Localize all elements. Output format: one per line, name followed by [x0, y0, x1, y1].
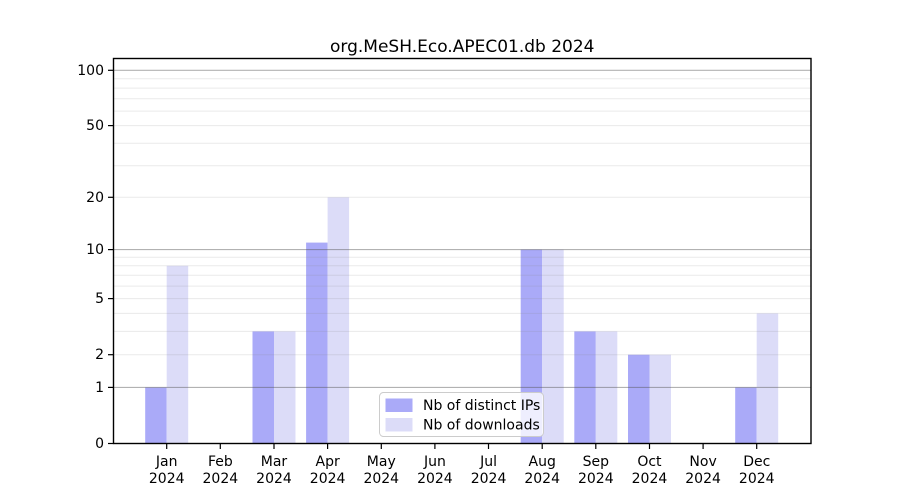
bar-distinct-ips-apr [306, 242, 328, 444]
x-tick-label-year-nov: 2024 [685, 471, 721, 487]
bar-distinct-ips-sep [574, 331, 596, 444]
x-tick-label-month-sep: Sep [583, 454, 610, 470]
x-tick-label-month-jan: Jan [155, 454, 178, 470]
legend-label-distinct-ips: Nb of distinct IPs [423, 398, 540, 414]
x-tick-label-year-may: 2024 [363, 471, 399, 487]
x-tick-label-month-jun: Jun [423, 454, 446, 470]
y-tick-label-1: 1 [95, 380, 104, 396]
x-tick-label-month-dec: Dec [743, 454, 770, 470]
x-tick-label-month-oct: Oct [637, 454, 662, 470]
x-tick-label-year-jun: 2024 [417, 471, 453, 487]
y-tick-label-5: 5 [95, 291, 104, 307]
bar-downloads-dec [756, 313, 779, 444]
x-tick-label-year-oct: 2024 [632, 471, 668, 487]
y-tick-label-0: 0 [95, 436, 104, 452]
x-tick-label-month-mar: Mar [261, 454, 288, 470]
legend: Nb of distinct IPs Nb of downloads [379, 392, 544, 437]
x-tick-label-year-jan: 2024 [149, 471, 185, 487]
x-tick-label-month-aug: Aug [529, 454, 556, 470]
gridlines [113, 69, 811, 388]
y-tick-label-10: 10 [86, 242, 104, 258]
x-tick-label-year-dec: 2024 [739, 471, 775, 487]
x-tick-label-month-nov: Nov [689, 454, 716, 470]
bar-downloads-aug [542, 249, 564, 444]
y-axis: 0 1 2 5 10 20 50 100 [77, 63, 114, 452]
x-tick-label-year-aug: 2024 [524, 471, 560, 487]
x-tick-label-year-mar: 2024 [256, 471, 292, 487]
bar-distinct-ips-jan [145, 387, 167, 444]
legend-box [379, 392, 544, 437]
x-tick-label-month-feb: Feb [208, 454, 233, 470]
plot-border [112, 57, 812, 445]
x-tick-label-year-sep: 2024 [578, 471, 614, 487]
y-tick-label-50: 50 [86, 118, 104, 134]
x-tick-label-month-jul: Jul [479, 454, 497, 470]
chart-title: org.MeSH.Eco.APEC01.db 2024 [330, 37, 594, 57]
bar-downloads-sep [595, 331, 618, 444]
x-axis: Jan2024Feb2024Mar2024Apr2024May2024Jun20… [149, 443, 775, 487]
bar-downloads-mar [274, 331, 296, 444]
y-tick-label-100: 100 [77, 63, 104, 79]
x-tick-label-month-apr: Apr [316, 454, 340, 470]
bar-downloads-jan [166, 265, 189, 444]
x-tick-label-year-feb: 2024 [203, 471, 239, 487]
bar-distinct-ips-dec [735, 387, 757, 444]
legend-swatch-distinct-ips [385, 398, 413, 412]
bar-distinct-ips-mar [252, 331, 274, 444]
bar-downloads-apr [327, 197, 350, 444]
x-tick-label-year-jul: 2024 [471, 471, 507, 487]
legend-swatch-downloads [385, 418, 413, 432]
y-tick-label-20: 20 [86, 190, 104, 206]
y-tick-label-2: 2 [95, 347, 104, 363]
x-tick-label-month-may: May [367, 454, 396, 470]
bars [145, 197, 779, 444]
bar-distinct-ips-oct [628, 354, 650, 444]
legend-label-downloads: Nb of downloads [423, 418, 540, 434]
x-tick-label-year-apr: 2024 [310, 471, 346, 487]
bar-downloads-oct [649, 354, 671, 444]
